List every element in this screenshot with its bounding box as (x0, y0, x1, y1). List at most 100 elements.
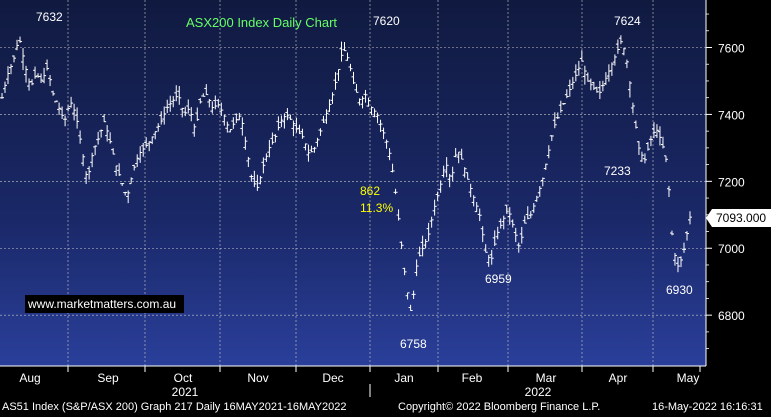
ohlc-bar (111, 148, 116, 155)
ohlc-bar (462, 167, 467, 178)
annotation-label: 7233 (604, 164, 631, 178)
x-year-label: 2021 (172, 385, 199, 399)
ohlc-bar (282, 113, 287, 129)
footer-timestamp: 16-May-2022 16:16:31 (652, 401, 763, 413)
ohlc-bar (642, 153, 647, 164)
ohlc-bar (441, 165, 446, 178)
ohlc-bar (384, 139, 389, 149)
x-tick-label: Feb (462, 371, 483, 385)
ohlc-bar (564, 89, 569, 99)
ohlc-bar (688, 211, 692, 225)
ohlc-bar (228, 129, 233, 133)
watermark-box: www.marketmatters.com.au (25, 295, 184, 313)
ohlc-bar (270, 132, 275, 145)
ohlc-bar (237, 112, 242, 121)
ohlc-bar (519, 226, 524, 244)
ohlc-bar (426, 222, 431, 242)
ohlc-bar (372, 108, 377, 118)
ohlc-bar (255, 174, 260, 191)
ohlc-bar (303, 143, 308, 151)
ohlc-bar (408, 304, 413, 311)
ohlc-bar (72, 103, 77, 121)
ohlc-bar (579, 50, 584, 62)
ohlc-bar (390, 163, 395, 173)
x-tick-label: May (677, 371, 700, 385)
ohlc-bar (354, 83, 359, 93)
ohlc-bar (618, 35, 623, 45)
ohlc-bar (306, 144, 311, 162)
x-year-label: 2022 (525, 385, 552, 399)
ohlc-bar (318, 128, 323, 136)
ohlc-bar (54, 100, 59, 103)
ohlc-bar (411, 290, 416, 299)
ohlc-bar (294, 117, 299, 133)
ohlc-bar (174, 85, 179, 102)
ohlc-bar (93, 145, 98, 156)
ohlc-bar (438, 180, 443, 193)
ohlc-bar (582, 65, 587, 85)
ohlc-bar (549, 135, 554, 142)
ohlc-bar (378, 119, 383, 133)
ohlc-bar (207, 98, 212, 108)
ohlc-bar (135, 154, 140, 167)
ohlc-bar (312, 146, 317, 153)
ohlc-bar (465, 172, 470, 180)
ohlc-bar (147, 141, 152, 152)
ohlc-bar (21, 48, 26, 71)
ohlc-bar (633, 120, 638, 129)
ohlc-bar (510, 219, 515, 228)
ohlc-bar (627, 81, 632, 98)
ohlc-bar (42, 67, 47, 84)
ohlc-bar (366, 97, 371, 107)
ohlc-bar (195, 107, 200, 121)
x-axis-ticks: Aug Sep Oct Nov Dec Jan Feb Mar Apr May 2021 2022 (0, 0, 707, 399)
y-axis-ticks: 6800 7000 7200 7400 7600 (706, 13, 745, 350)
ohlc-bar (348, 63, 353, 72)
last-price-value: 7093.000 (716, 211, 766, 225)
ohlc-bar (429, 216, 434, 228)
annotation-label: 11.3% (360, 201, 393, 215)
ohlc-bar (201, 93, 206, 97)
ohlc-bar (156, 123, 161, 132)
ohlc-bar (63, 115, 68, 127)
ohlc-bar (213, 95, 218, 110)
ohlc-bar (402, 267, 407, 276)
ohlc-bar (621, 47, 626, 56)
ohlc-bar (69, 96, 74, 108)
ohlc-bar (396, 209, 401, 221)
ohlc-bar (288, 114, 293, 120)
ohlc-bar (123, 191, 128, 196)
ohlc-bar (180, 107, 185, 118)
ohlc-bar (24, 65, 29, 83)
ohlc-bar (645, 142, 650, 151)
ohlc-bar (327, 99, 332, 112)
ohlc-bar (249, 174, 254, 182)
ohlc-bar (219, 102, 224, 116)
ohlc-bar (657, 126, 662, 146)
ohlc-bar (480, 226, 485, 243)
ohlc-bar (12, 55, 17, 63)
ohlc-bar (534, 195, 539, 202)
footer-bar: AS51 Index (S&P/ASX 200) Graph 217 Daily… (0, 397, 771, 417)
ohlc-bar (246, 156, 251, 168)
ohlc-bar (99, 129, 104, 138)
ohlc-bar (663, 155, 668, 163)
ohlc-bar (105, 125, 110, 142)
ohlc-bar (522, 215, 527, 224)
y-tick-label: 7600 (718, 41, 745, 55)
ohlc-bar (543, 163, 548, 170)
ohlc-bar (504, 204, 509, 214)
ohlc-bar (681, 242, 686, 253)
annotations: 7632 7620 7624 862 11.3% 7233 6959 6930 6758 (36, 10, 693, 351)
annotation-label: 7624 (614, 14, 641, 28)
ohlc-bar (315, 137, 320, 147)
ohlc-bar (66, 104, 71, 112)
ohlc-bar (432, 199, 437, 216)
ohlc-bar (498, 218, 503, 229)
ohlc-bar (528, 211, 533, 219)
ohlc-bar (555, 112, 560, 119)
ohlc-bar (96, 131, 101, 145)
ohlc-bar (654, 124, 659, 138)
ohlc-bar (291, 120, 296, 137)
